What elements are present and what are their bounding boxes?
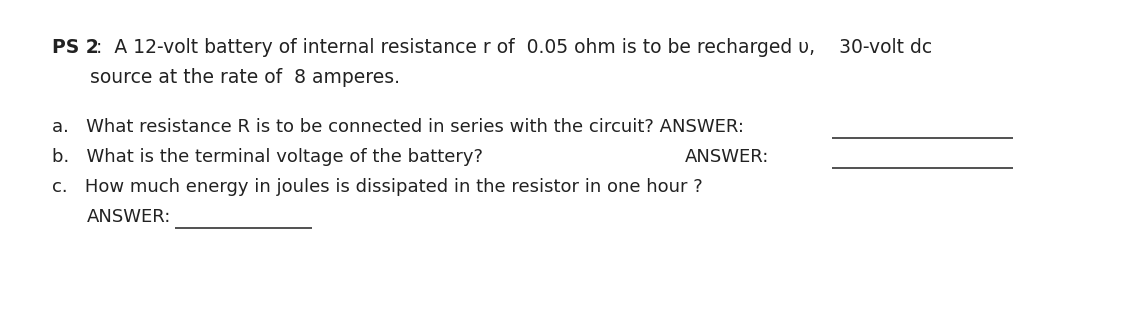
Text: c.   How much energy in joules is dissipated in the resistor in one hour ?: c. How much energy in joules is dissipat…: [52, 178, 703, 196]
Text: ANSWER:: ANSWER:: [87, 208, 171, 226]
Text: a.   What resistance R is to be connected in series with the circuit? ANSWER:: a. What resistance R is to be connected …: [52, 118, 744, 136]
Text: source at the rate of  8 amperes.: source at the rate of 8 amperes.: [90, 68, 400, 87]
Text: b.   What is the terminal voltage of the battery?: b. What is the terminal voltage of the b…: [52, 148, 483, 166]
Text: PS 2: PS 2: [52, 38, 99, 57]
Text: ANSWER:: ANSWER:: [685, 148, 770, 166]
Text: :  A 12-volt battery of internal resistance r of  0.05 ohm is to be recharged υ,: : A 12-volt battery of internal resistan…: [90, 38, 933, 57]
